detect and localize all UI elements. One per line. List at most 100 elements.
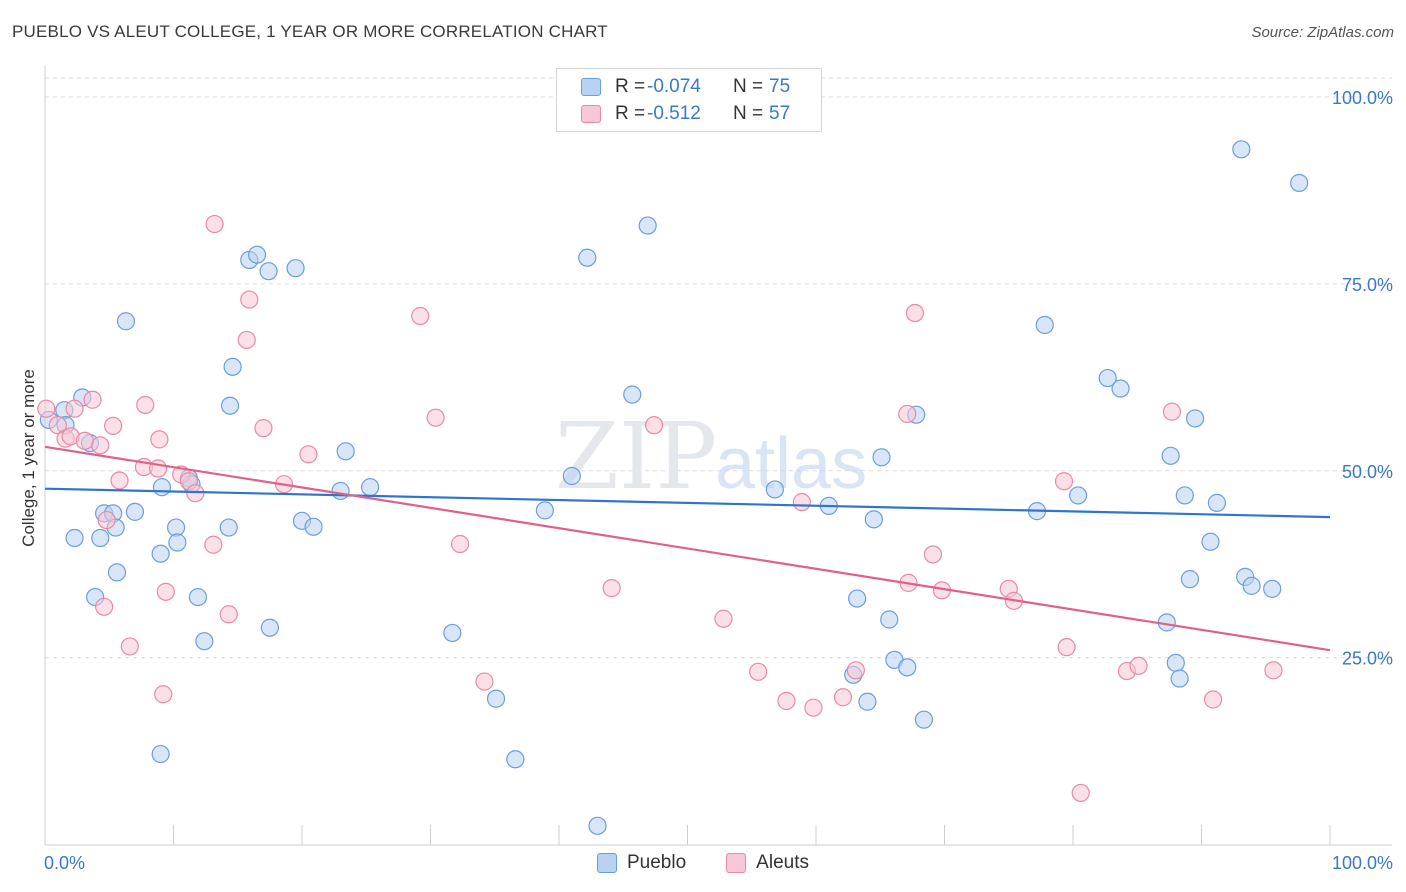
point-aleuts <box>1162 402 1182 421</box>
point-pueblo <box>914 710 934 729</box>
point-aleuts <box>240 290 259 309</box>
correlation-legend: R = -0.074 N = 75 R = -0.512 N = 57 <box>556 68 822 132</box>
point-pueblo <box>1069 486 1088 505</box>
point-aleuts <box>1071 783 1090 803</box>
point-aleuts <box>749 662 768 681</box>
legend-r-value: -0.512 <box>647 103 701 124</box>
point-aleuts <box>833 688 853 707</box>
y-axis-title: College, 1 year or more <box>19 369 38 547</box>
point-aleuts <box>205 214 224 234</box>
point-aleuts <box>792 493 811 512</box>
point-aleuts <box>237 330 256 350</box>
point-pueblo <box>1166 653 1185 672</box>
point-aleuts <box>219 605 238 624</box>
point-aleuts <box>299 445 318 464</box>
point-aleuts <box>204 535 223 554</box>
point-pueblo <box>286 259 305 278</box>
point-aleuts <box>156 582 175 601</box>
point-pueblo <box>1170 669 1189 688</box>
y-tick-label: 50.0% <box>1342 462 1393 482</box>
point-pueblo <box>562 466 581 486</box>
x-tick-label: 100.0% <box>1332 853 1393 873</box>
point-pueblo <box>195 632 214 651</box>
watermark-atlas: atlas <box>715 424 867 504</box>
point-pueblo <box>1207 493 1227 512</box>
point-pueblo <box>220 396 240 415</box>
point-pueblo <box>247 245 267 264</box>
trend-lines <box>44 445 1331 652</box>
legend-r-label: R = <box>615 103 646 124</box>
point-pueblo <box>880 610 899 629</box>
axes <box>44 66 1392 846</box>
point-pueblo <box>623 385 642 404</box>
point-aleuts <box>898 404 917 424</box>
point-aleuts <box>104 416 123 435</box>
point-pueblo <box>486 689 506 708</box>
legend-r-value: -0.074 <box>647 76 701 97</box>
point-aleuts <box>154 685 173 704</box>
legend-item-pueblo[interactable]: Pueblo <box>597 852 686 874</box>
legend-n-value: 75 <box>769 76 791 97</box>
trend-line-aleuts <box>44 445 1331 652</box>
chart-title: PUEBLO VS ALEUT COLLEGE, 1 YEAR OR MORE … <box>12 22 608 41</box>
point-aleuts <box>644 416 664 435</box>
point-pueblo <box>151 744 170 764</box>
point-aleuts <box>148 459 168 478</box>
point-aleuts <box>136 395 155 415</box>
point-aleuts <box>1057 638 1076 657</box>
point-aleuts <box>65 399 84 418</box>
point-aleuts <box>602 579 621 598</box>
legend-label-pueblo: Pueblo <box>627 852 687 873</box>
legend-label-aleuts: Aleuts <box>756 852 809 873</box>
point-aleuts <box>905 303 925 323</box>
point-pueblo <box>91 528 110 548</box>
legend-swatch-aleuts <box>581 105 601 123</box>
point-aleuts <box>97 510 116 530</box>
point-aleuts <box>411 306 430 326</box>
point-aleuts <box>48 416 67 435</box>
point-pueblo <box>443 623 462 643</box>
point-aleuts <box>75 431 94 450</box>
point-pueblo <box>304 517 323 536</box>
point-pueblo <box>125 502 145 521</box>
point-pueblo <box>168 533 187 552</box>
point-pueblo <box>1180 570 1200 589</box>
legend-swatch-pueblo <box>597 853 617 873</box>
point-aleuts <box>846 661 865 680</box>
point-aleuts <box>120 637 139 656</box>
point-pueblo <box>1263 579 1282 598</box>
point-pueblo <box>116 312 136 331</box>
point-aleuts <box>110 471 129 490</box>
point-pueblo <box>864 510 883 529</box>
point-pueblo <box>1161 446 1180 465</box>
point-aleuts <box>450 534 470 554</box>
point-pueblo <box>858 692 877 711</box>
point-pueblo <box>188 587 208 607</box>
point-pueblo <box>1098 368 1117 388</box>
point-pueblo <box>1232 140 1251 159</box>
point-pueblo <box>1201 532 1220 551</box>
point-pueblo <box>898 658 917 677</box>
point-pueblo <box>1242 576 1261 595</box>
point-pueblo <box>506 750 525 769</box>
y-tick-label: 25.0% <box>1342 649 1393 669</box>
y-tick-label: 75.0% <box>1342 275 1393 295</box>
legend-item-aleuts[interactable]: Aleuts <box>726 852 809 874</box>
point-pueblo <box>107 563 127 582</box>
point-pueblo <box>259 262 278 281</box>
point-pueblo <box>65 528 84 548</box>
point-pueblo <box>1175 486 1194 505</box>
point-aleuts <box>83 390 102 409</box>
point-aleuts <box>714 609 733 628</box>
point-aleuts <box>1203 690 1223 709</box>
point-pueblo <box>1290 173 1309 193</box>
point-aleuts <box>1129 656 1148 675</box>
tick-labels: 25.0% 50.0% 75.0% 100.0% 0.0% 100.0% <box>44 88 1393 873</box>
point-pueblo <box>223 357 242 376</box>
point-pueblo <box>151 544 170 563</box>
point-aleuts <box>1264 661 1283 680</box>
point-pueblo <box>1111 379 1130 398</box>
point-pueblo <box>872 448 891 467</box>
legend-n-value: 57 <box>769 103 791 124</box>
